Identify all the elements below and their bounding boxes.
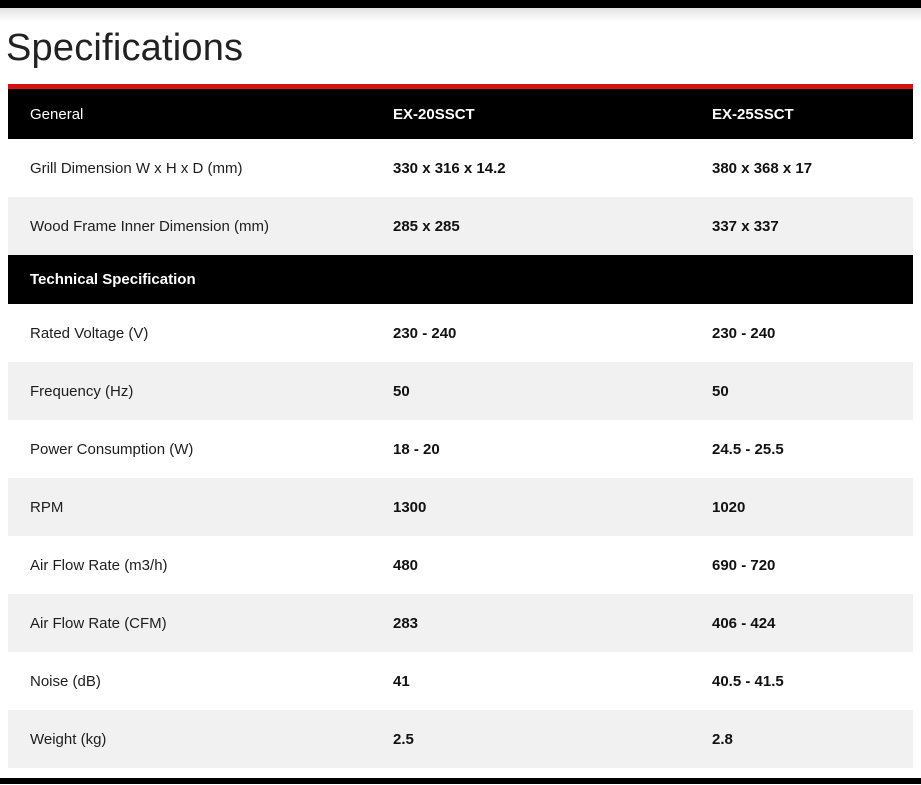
spec-value-ex20: 41	[393, 672, 410, 690]
table-row: Rated Voltage (V) 230 - 240 230 - 240	[8, 304, 913, 363]
spec-value-ex20: 330 x 316 x 14.2	[393, 159, 506, 177]
table-row: Weight (kg) 2.5 2.8	[8, 710, 913, 769]
spec-label: RPM	[30, 498, 64, 516]
spec-value-ex25: 24.5 - 25.5	[712, 440, 784, 458]
spec-label: Power Consumption (W)	[30, 440, 194, 458]
spec-label: Grill Dimension W x H x D (mm)	[30, 159, 243, 177]
spec-label: Noise (dB)	[30, 672, 101, 690]
table-row: Wood Frame Inner Dimension (mm) 285 x 285…	[8, 197, 913, 256]
table-header-row: General EX-20SSCT EX-25SSCT	[8, 89, 913, 140]
spec-value-ex20: 1300	[393, 498, 427, 516]
section-header-technical: Technical Specification	[8, 255, 913, 305]
top-divider-bar	[0, 0, 921, 8]
spec-value-ex25: 2.8	[712, 730, 733, 748]
spec-label: Weight (kg)	[30, 730, 107, 748]
spec-value-ex25: 406 - 424	[712, 614, 776, 632]
table-row: Frequency (Hz) 50 50	[8, 362, 913, 421]
spec-value-ex20: 2.5	[393, 730, 414, 748]
spec-value-ex25: 50	[712, 382, 729, 400]
spec-value-ex25: 40.5 - 41.5	[712, 672, 784, 690]
spec-label: Air Flow Rate (CFM)	[30, 614, 167, 632]
table-row: RPM 1300 1020	[8, 478, 913, 537]
bottom-divider-bar	[0, 778, 921, 784]
spec-value-ex20: 285 x 285	[393, 217, 460, 235]
top-shadow	[0, 8, 921, 22]
table-row: Air Flow Rate (CFM) 283 406 - 424	[8, 594, 913, 653]
spec-value-ex20: 50	[393, 382, 410, 400]
table-row: Grill Dimension W x H x D (mm) 330 x 316 …	[8, 139, 913, 198]
spec-label: Frequency (Hz)	[30, 382, 134, 400]
spec-value-ex20: 283	[393, 614, 419, 632]
header-col-ex20: EX-20SSCT	[393, 105, 475, 123]
spec-value-ex25: 1020	[712, 498, 746, 516]
spec-label: Wood Frame Inner Dimension (mm)	[30, 217, 269, 235]
spec-value-ex20: 18 - 20	[393, 440, 440, 458]
technical-rows-group: Rated Voltage (V) 230 - 240 230 - 240 Frequ…	[8, 304, 913, 769]
spec-value-ex25: 337 x 337	[712, 217, 779, 235]
spec-value-ex25: 690 - 720	[712, 556, 776, 574]
spec-value-ex20: 480	[393, 556, 419, 574]
general-rows-group: Grill Dimension W x H x D (mm) 330 x 316 …	[8, 139, 913, 256]
spec-value-ex25: 380 x 368 x 17	[712, 159, 813, 177]
spec-value-ex25: 230 - 240	[712, 324, 776, 342]
table-row: Power Consumption (W) 18 - 20 24.5 - 25.5	[8, 420, 913, 479]
spec-table: General EX-20SSCT EX-25SSCT Grill Dimens…	[8, 84, 913, 769]
spec-value-ex20: 230 - 240	[393, 324, 457, 342]
spec-label: Rated Voltage (V)	[30, 324, 149, 342]
accent-red-line	[8, 84, 913, 90]
spec-label: Air Flow Rate (m3/h)	[30, 556, 168, 574]
header-col-ex25: EX-25SSCT	[712, 105, 794, 123]
header-section-label: General	[30, 105, 84, 123]
table-row: Noise (dB) 41 40.5 - 41.5	[8, 652, 913, 711]
table-row: Air Flow Rate (m3/h) 480 690 - 720	[8, 536, 913, 595]
page-title: Specifications	[6, 27, 244, 69]
